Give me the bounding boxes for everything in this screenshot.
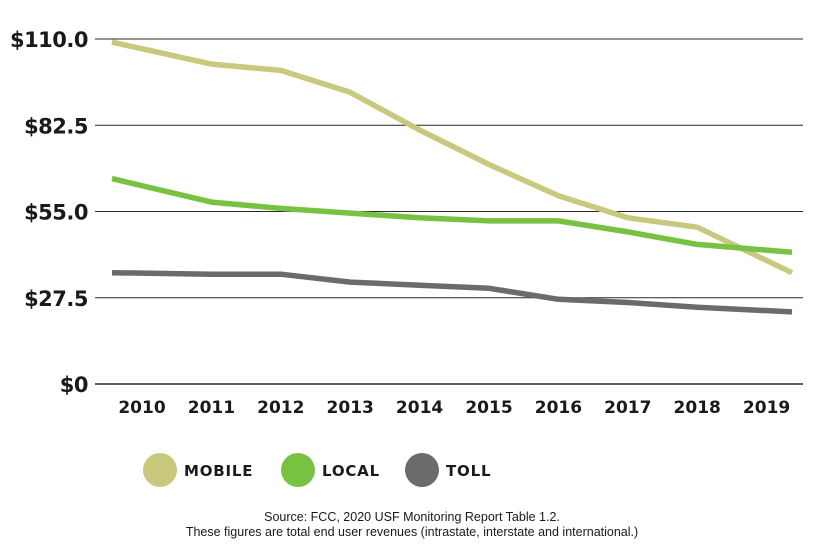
- y-tick-label: $82.5: [24, 114, 88, 138]
- legend-swatch-toll: [405, 453, 439, 487]
- x-tick-label: 2014: [396, 398, 443, 418]
- y-tick-label: $110.0: [10, 28, 88, 52]
- legend-swatch-local: [281, 453, 315, 487]
- series-line-toll: [111, 269, 793, 315]
- series-lines: [111, 39, 794, 315]
- x-tick-label: 2018: [674, 398, 721, 418]
- x-axis-ticks: 2010 2011 2012 2013 2014 2015 2016 2017 2018 2019: [118, 398, 790, 418]
- gridlines: [95, 38, 803, 385]
- series-line-local: [111, 175, 793, 256]
- legend-label-toll: TOLL: [446, 462, 491, 480]
- x-tick-label: 2010: [118, 398, 165, 418]
- y-tick-label: $27.5: [24, 287, 88, 311]
- source-note-line-1: Source: FCC, 2020 USF Monitoring Report …: [264, 510, 560, 524]
- y-axis-ticks: $0 $27.5 $55.0 $82.5 $110.0: [10, 28, 89, 397]
- series-line-mobile: [111, 39, 794, 276]
- y-tick-label: $55.0: [24, 201, 88, 225]
- legend-swatch-mobile: [143, 453, 177, 487]
- x-tick-label: 2013: [327, 398, 374, 418]
- x-tick-label: 2016: [535, 398, 582, 418]
- x-tick-label: 2015: [465, 398, 512, 418]
- y-tick-label: $0: [60, 373, 88, 397]
- x-tick-label: 2011: [188, 398, 235, 418]
- x-tick-label: 2012: [257, 398, 304, 418]
- legend-label-local: LOCAL: [322, 462, 380, 480]
- legend: MOBILE LOCAL TOLL: [143, 453, 491, 487]
- x-tick-label: 2019: [743, 398, 790, 418]
- x-tick-label: 2017: [604, 398, 651, 418]
- legend-label-mobile: MOBILE: [184, 462, 253, 480]
- source-note-line-2: These figures are total end user revenue…: [185, 525, 639, 539]
